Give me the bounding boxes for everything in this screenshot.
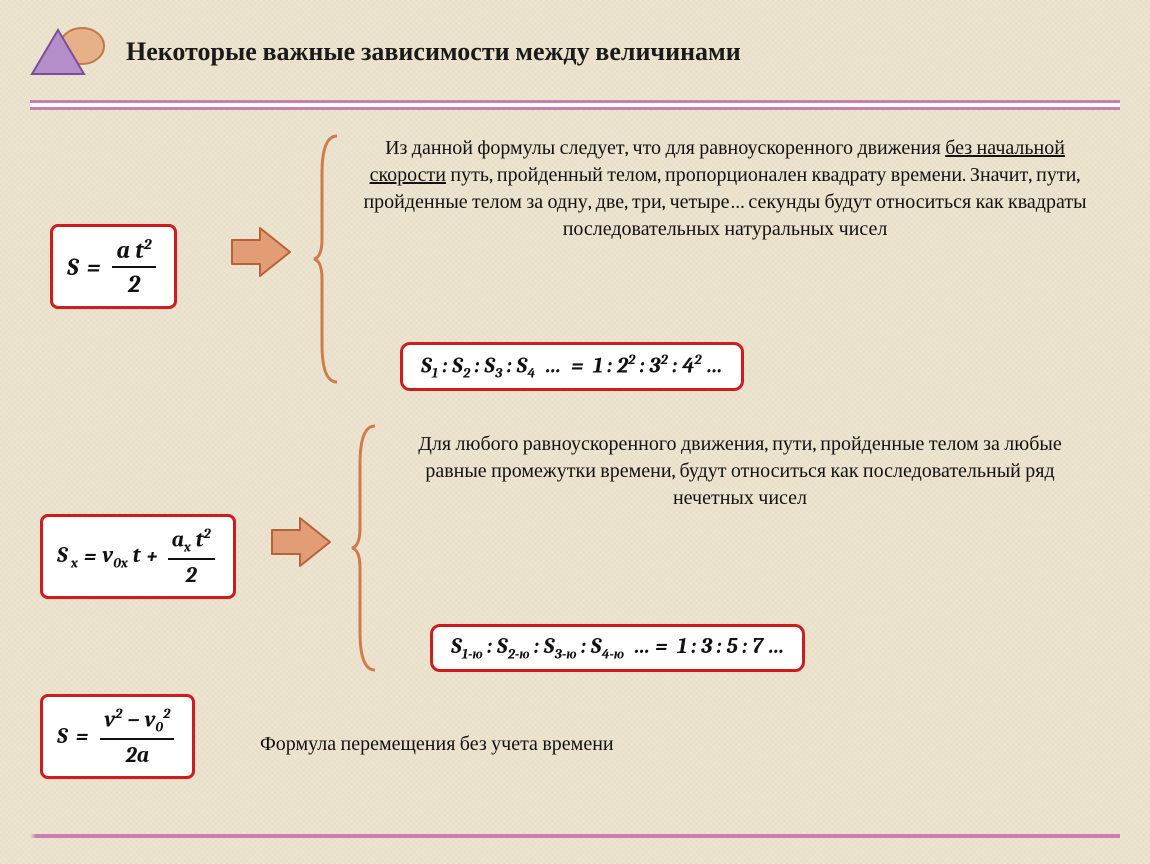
block1-text-pre: Из данной формулы следует, что для равно… bbox=[385, 136, 945, 159]
logo-icon bbox=[30, 22, 110, 82]
f2-t: t bbox=[133, 542, 141, 568]
block1-text: Из данной формулы следует, что для равно… bbox=[350, 134, 1100, 242]
plus-sign: + bbox=[146, 543, 157, 569]
f2-v-sub: 0x bbox=[113, 554, 128, 571]
formula-3-lhs: S bbox=[57, 723, 68, 749]
block1-text-post: путь, пройденный телом, пропорционален к… bbox=[363, 163, 1086, 240]
formula-1-den: 2 bbox=[128, 268, 140, 298]
equals-sign: = bbox=[84, 543, 97, 569]
formula-2-fraction: ax t2 2 bbox=[168, 525, 215, 588]
page-title: Некоторые важные зависимости между велич… bbox=[126, 37, 741, 67]
formula-1-fraction: a t2 2 bbox=[112, 235, 155, 298]
f2-t2-sup: 2 bbox=[204, 525, 211, 542]
f2-lhs-sub: x bbox=[71, 554, 78, 571]
ratio-box-2: S1-ю : S2-ю : S3-ю : S4-ю … = 1 : 3 : 5 … bbox=[430, 624, 805, 672]
formula-box-1: S = a t2 2 bbox=[50, 224, 177, 309]
formula-1-lhs: S bbox=[67, 253, 79, 281]
formula-1-num-sup: 2 bbox=[144, 235, 152, 253]
formula-2-lhs: S x bbox=[57, 542, 78, 571]
f2-lhs: S bbox=[57, 542, 68, 568]
f2-den: 2 bbox=[186, 560, 197, 588]
formula-box-3: S = v2 − v02 2a bbox=[40, 694, 195, 779]
formula-box-2: S x = v0x t + ax t2 2 bbox=[40, 514, 236, 599]
ratio-box-1: S1 : S2 : S3 : S4 … = 1 : 22 : 32 : 42 … bbox=[400, 342, 744, 391]
header: Некоторые важные зависимости между велич… bbox=[0, 0, 1150, 92]
brace-icon bbox=[312, 134, 342, 384]
formula-3-num: v2 − v02 bbox=[100, 705, 174, 740]
formula-3-den: 2a bbox=[126, 740, 150, 768]
f2-t2: t bbox=[196, 526, 204, 552]
f2-v: v bbox=[102, 542, 113, 568]
f2-a: a bbox=[172, 526, 184, 552]
brace-icon bbox=[350, 424, 380, 672]
f2-a-sub: x bbox=[184, 539, 191, 556]
block3-label: Формула перемещения без учета времени bbox=[260, 732, 614, 756]
block2-text: Для любого равноускоренного движения, пу… bbox=[390, 430, 1090, 511]
equals-sign: = bbox=[76, 723, 89, 749]
content: S = a t2 2 Из данной формулы следует, чт… bbox=[30, 134, 1120, 814]
divider-top bbox=[30, 100, 1120, 110]
formula-1-num: a t bbox=[116, 236, 143, 264]
formula-2-term1: v0x t bbox=[102, 542, 140, 571]
formula-3-fraction: v2 − v02 2a bbox=[100, 705, 174, 768]
arrow-icon bbox=[270, 516, 332, 568]
arrow-icon bbox=[230, 226, 292, 278]
equals-sign: = bbox=[87, 253, 101, 281]
divider-bottom bbox=[30, 834, 1120, 838]
